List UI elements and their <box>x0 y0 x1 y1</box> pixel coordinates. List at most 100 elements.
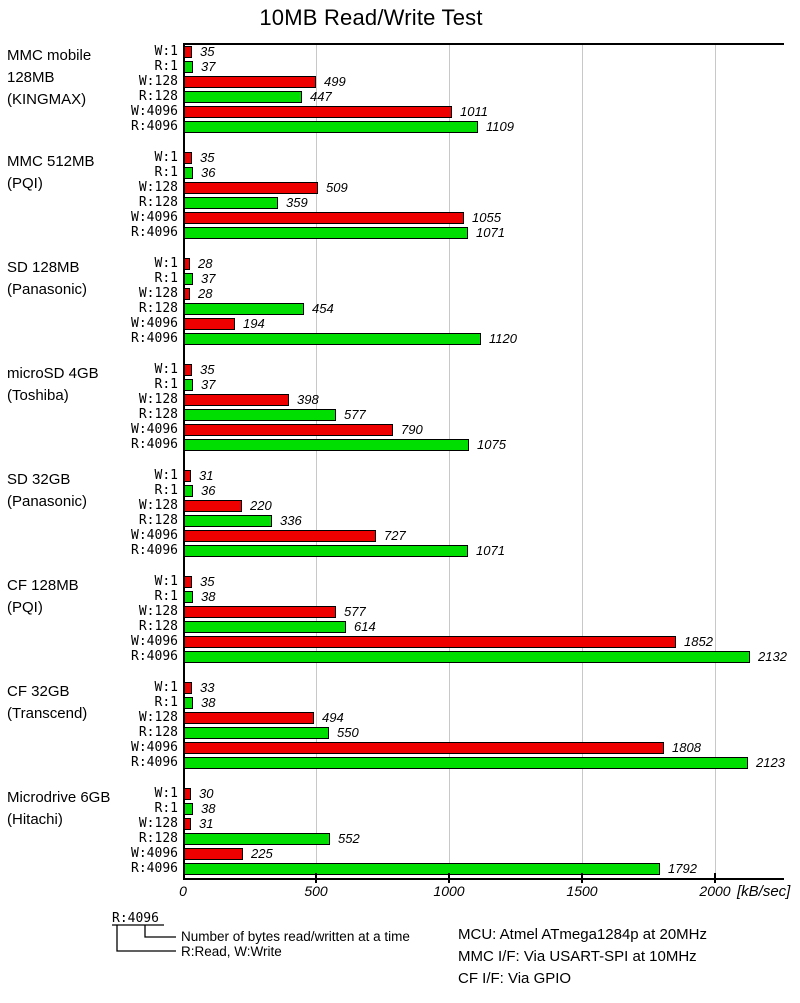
device-label-line: Microdrive 6GB <box>7 789 111 806</box>
write-bar <box>183 742 664 754</box>
legend-rw-note: R:Read, W:Write <box>181 944 282 959</box>
bar-category-label: W:1 <box>154 44 178 59</box>
read-bar <box>183 757 748 769</box>
read-bar <box>183 197 278 209</box>
write-bar <box>183 712 314 724</box>
bar-category-label: W:4096 <box>131 634 178 649</box>
device-label-line: MMC mobile <box>7 47 92 64</box>
bar-value-label: 1071 <box>476 543 505 558</box>
bar-value-label: 614 <box>354 619 376 634</box>
bar-category-label: R:4096 <box>131 331 178 346</box>
bar-category-label: R:128 <box>138 89 178 104</box>
bar-category-label: W:4096 <box>131 104 178 119</box>
write-bar <box>183 182 318 194</box>
bar-category-label: W:128 <box>138 392 178 407</box>
x-axis-line <box>183 878 784 880</box>
bar-category-label: R:1 <box>154 695 178 710</box>
bar-value-label: 35 <box>200 150 215 165</box>
bar-category-label: W:128 <box>138 74 178 89</box>
device-label-line: MMC 512MB <box>7 153 95 170</box>
bar-value-label: 1075 <box>477 437 506 452</box>
bar-category-label: R:1 <box>154 59 178 74</box>
x-tick-label: 1000 <box>433 883 465 899</box>
device-label-line: SD 32GB <box>7 471 71 488</box>
device-label-line: (Transcend) <box>7 705 88 722</box>
bar-category-label: R:128 <box>138 725 178 740</box>
bar-value-label: 220 <box>250 498 272 513</box>
bar-category-label: R:128 <box>138 619 178 634</box>
bar-category-label: W:4096 <box>131 210 178 225</box>
bar-category-label: W:128 <box>138 286 178 301</box>
bar-value-label: 1792 <box>668 861 697 876</box>
bar-value-label: 550 <box>337 725 359 740</box>
bar-value-label: 1808 <box>672 740 701 755</box>
bar-value-label: 577 <box>344 407 366 422</box>
device-label-line: (KINGMAX) <box>7 91 87 108</box>
bar-value-label: 2132 <box>758 649 787 664</box>
bar-value-label: 37 <box>201 377 216 392</box>
bar-value-label: 2123 <box>756 755 785 770</box>
bar-category-label: W:1 <box>154 786 178 801</box>
device-label-line: SD 128MB <box>7 259 80 276</box>
bar-category-label: W:4096 <box>131 316 178 331</box>
bar-value-label: 447 <box>310 89 332 104</box>
read-bar <box>183 515 272 527</box>
read-bar <box>183 409 336 421</box>
read-bar <box>183 727 329 739</box>
write-bar <box>183 636 676 648</box>
bar-category-label: R:4096 <box>131 437 178 452</box>
write-bar <box>183 318 235 330</box>
device-label-line: (Panasonic) <box>7 281 88 298</box>
device-label-line: (Panasonic) <box>7 493 88 510</box>
read-bar <box>183 651 750 663</box>
bar-category-label: W:128 <box>138 498 178 513</box>
bar-value-label: 35 <box>200 362 215 377</box>
bar-value-label: 31 <box>199 468 214 483</box>
y-axis-line <box>183 43 185 879</box>
gridline <box>715 43 716 879</box>
bar-category-label: W:128 <box>138 604 178 619</box>
write-bar <box>183 106 452 118</box>
write-bar <box>183 606 336 618</box>
device-label: MMC mobile 128MB (KINGMAX) <box>7 45 91 111</box>
bar-category-label: R:4096 <box>131 119 178 134</box>
device-label-line: 128MB <box>7 69 55 86</box>
bar-category-label: R:128 <box>138 301 178 316</box>
bar-value-label: 225 <box>251 846 273 861</box>
bar-category-label: R:1 <box>154 271 178 286</box>
bar-value-label: 38 <box>201 695 216 710</box>
bar-category-label: R:128 <box>138 407 178 422</box>
bar-category-label: R:1 <box>154 165 178 180</box>
bar-value-label: 35 <box>200 44 215 59</box>
bar-category-label: R:4096 <box>131 543 178 558</box>
write-bar <box>183 76 316 88</box>
bar-value-label: 36 <box>201 483 216 498</box>
bar-category-label: R:4096 <box>131 755 178 770</box>
bar-value-label: 1120 <box>489 331 517 346</box>
bar-category-label: W:128 <box>138 180 178 195</box>
read-bar <box>183 833 330 845</box>
bar-category-label: W:1 <box>154 680 178 695</box>
write-bar <box>183 848 243 860</box>
bar-value-label: 494 <box>322 710 344 725</box>
device-label: MMC 512MB (PQI) <box>7 151 95 195</box>
x-tick-label: 2000 <box>699 883 731 899</box>
gridline <box>582 43 583 879</box>
legend-example-label: R:4096 <box>112 911 159 926</box>
read-bar <box>183 333 481 345</box>
x-tick-label: 0 <box>179 883 187 899</box>
bar-category-label: W:128 <box>138 710 178 725</box>
bar-category-label: R:128 <box>138 513 178 528</box>
bar-value-label: 38 <box>201 801 216 816</box>
bar-value-label: 509 <box>326 180 348 195</box>
device-label: CF 128MB (PQI) <box>7 575 79 619</box>
device-label: SD 32GB (Panasonic) <box>7 469 87 513</box>
read-bar <box>183 545 468 557</box>
bar-category-label: W:1 <box>154 256 178 271</box>
bar-value-label: 30 <box>199 786 214 801</box>
x-tick-label: 1500 <box>566 883 598 899</box>
legend-bytes-note: Number of bytes read/written at a time <box>181 929 410 944</box>
bar-value-label: 33 <box>200 680 215 695</box>
device-label-line: (PQI) <box>7 599 43 616</box>
device-label-line: CF 128MB <box>7 577 79 594</box>
